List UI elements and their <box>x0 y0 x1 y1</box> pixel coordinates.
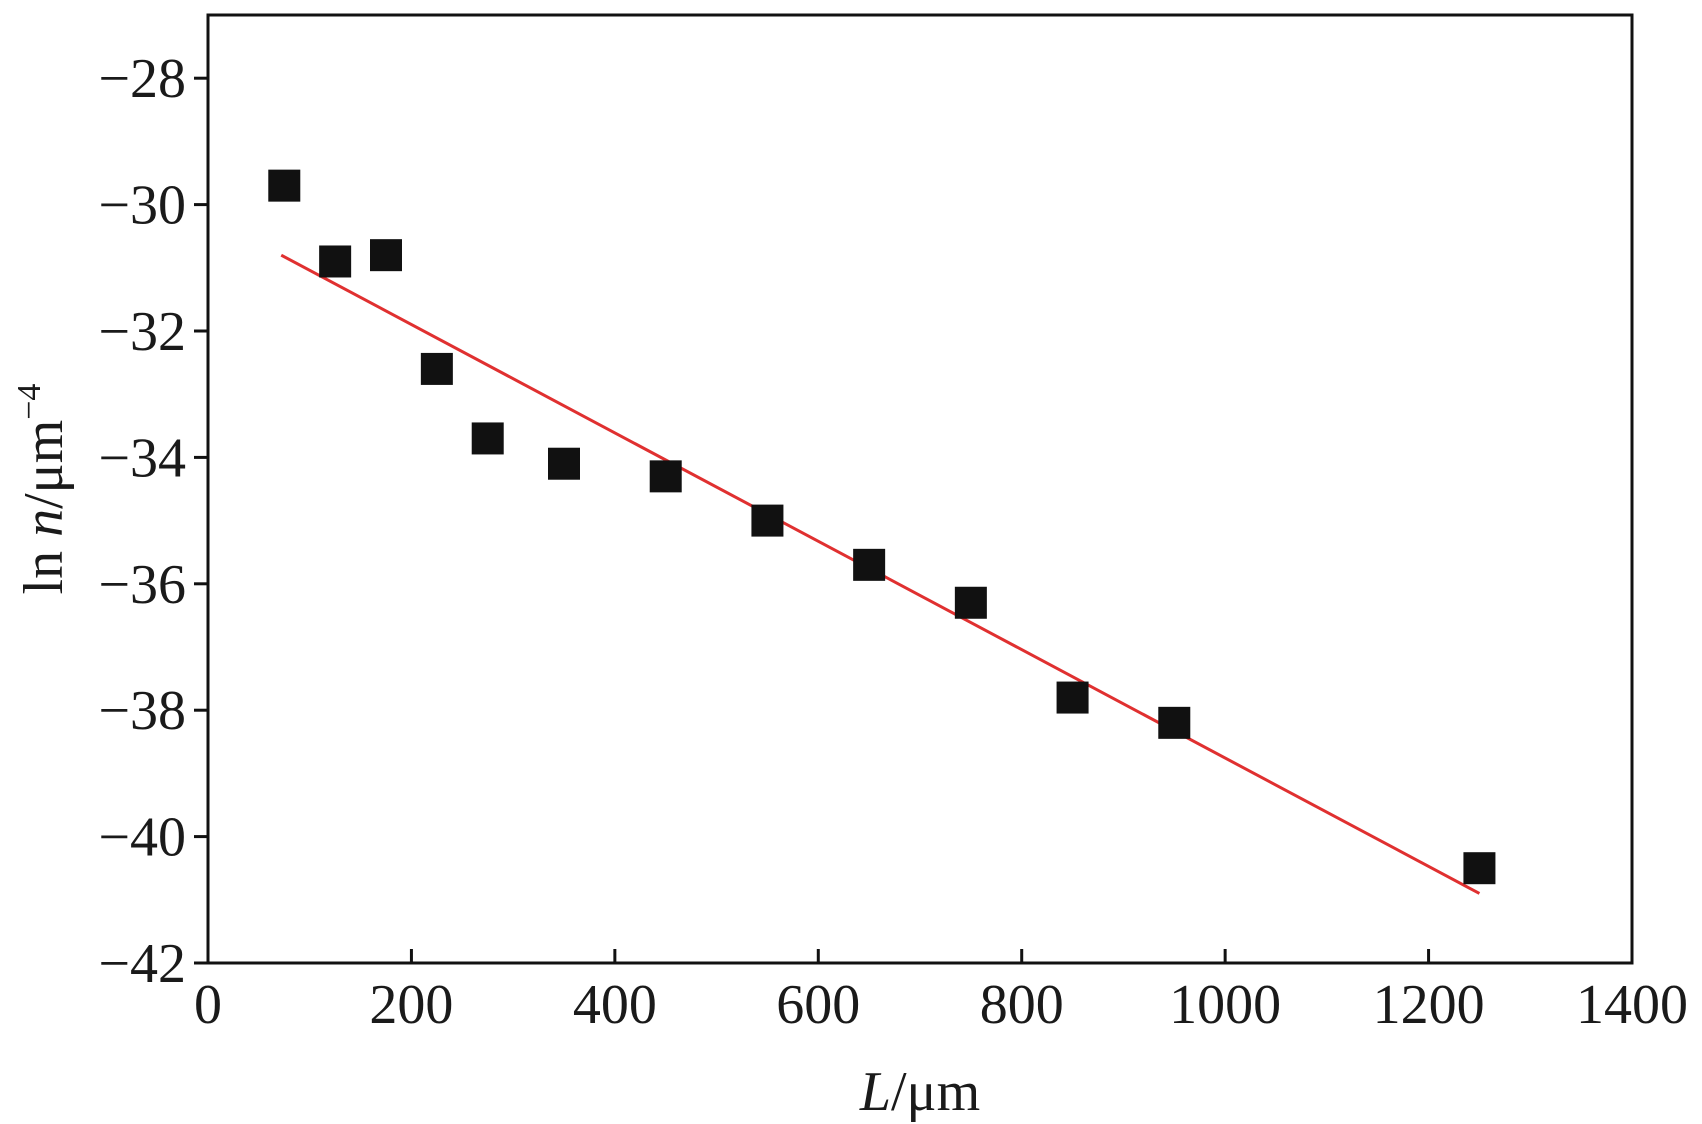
data-point <box>370 239 402 272</box>
data-point <box>319 245 352 278</box>
y-tick-label: −36 <box>98 554 186 616</box>
x-axis-label: L/μm <box>859 1061 980 1123</box>
data-markers <box>268 169 1496 885</box>
y-tick-label: −28 <box>98 48 186 110</box>
data-point <box>268 169 301 202</box>
data-point <box>1158 706 1191 739</box>
x-axis-tick-labels: 0 200 400 600 800 1000 1200 1400 <box>194 974 1688 1036</box>
data-point <box>471 422 504 455</box>
y-axis-label: ln n/μm−4 <box>11 384 75 595</box>
data-point <box>649 460 682 493</box>
y-tick-label: −34 <box>98 427 186 489</box>
y-axis-label-prefix: ln <box>13 537 75 595</box>
y-tick-label: −30 <box>98 175 186 237</box>
y-axis-label-unit: /μm <box>13 420 75 509</box>
x-tick-label: 0 <box>194 974 222 1036</box>
data-point <box>853 548 886 581</box>
x-axis-label-var: L <box>859 1061 891 1123</box>
data-point <box>954 586 987 619</box>
x-tick-label: 600 <box>776 974 860 1036</box>
data-point <box>420 352 453 385</box>
y-axis-label-exponent: −4 <box>11 384 48 420</box>
x-tick-label: 200 <box>369 974 453 1036</box>
x-tick-label: 1400 <box>1576 974 1688 1036</box>
y-axis-label-var: n <box>13 509 75 537</box>
data-point <box>751 504 784 537</box>
y-tick-label: −32 <box>98 301 186 363</box>
y-axis-tick-labels: −28 −30 −32 −34 −36 −38 −40 −42 <box>98 48 186 995</box>
x-tick-label: 400 <box>573 974 657 1036</box>
data-point <box>1056 681 1089 714</box>
data-point <box>1463 852 1496 885</box>
y-tick-label: −38 <box>98 680 186 742</box>
x-tick-label: 1200 <box>1373 974 1485 1036</box>
x-tick-label: 800 <box>980 974 1064 1036</box>
y-tick-label: −40 <box>98 807 186 869</box>
y-tick-label: −42 <box>98 933 186 995</box>
x-tick-label: 1000 <box>1169 974 1281 1036</box>
y-axis-ticks <box>194 76 208 965</box>
x-axis-label-unit: /μm <box>891 1061 980 1123</box>
x-axis-ticks <box>206 949 1634 963</box>
plot-frame <box>206 13 1634 965</box>
data-point <box>548 447 580 480</box>
